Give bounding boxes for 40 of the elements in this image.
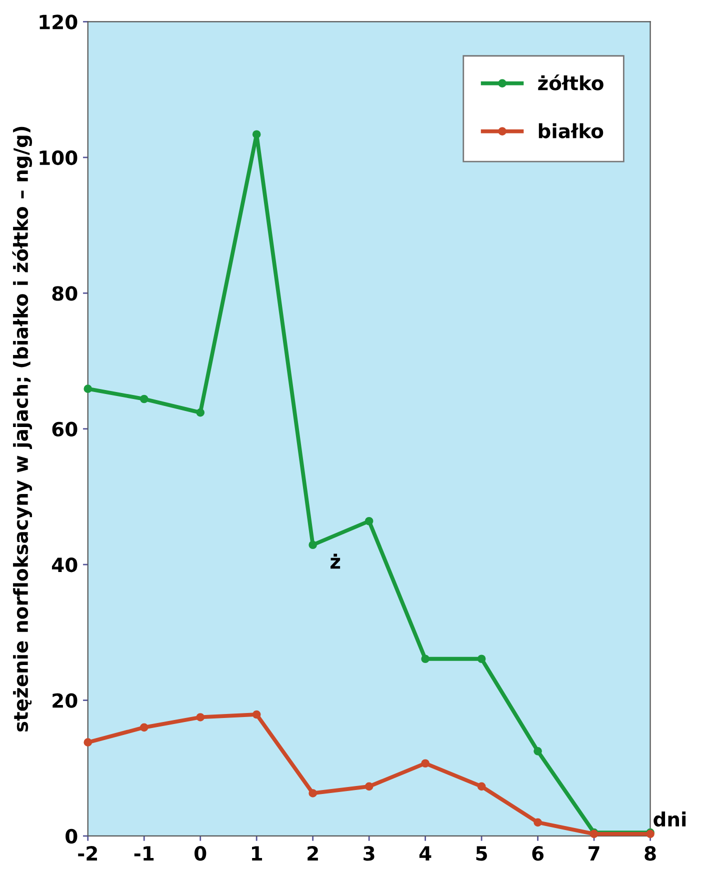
y-tick-label: 20 (52, 693, 78, 708)
point (140, 394, 148, 404)
point (534, 818, 542, 827)
x-tick-label: 8 (644, 846, 656, 861)
x-tick-label: 1 (252, 846, 262, 860)
legend-label: białko (538, 123, 604, 138)
point (196, 408, 205, 417)
point (308, 540, 317, 550)
point (140, 723, 148, 732)
x-tick-label: 3 (364, 846, 374, 861)
x-tick-label: 2 (308, 846, 318, 860)
point (421, 654, 430, 664)
y-tick-label: 0 (66, 828, 78, 844)
x-tick-label: 6 (532, 846, 544, 861)
x-tick-label: 4 (419, 846, 432, 860)
annotation: ż (330, 554, 340, 569)
y-tick-label: 60 (52, 422, 78, 437)
point (421, 759, 430, 768)
y-tick-label: 40 (52, 558, 78, 572)
point (364, 782, 374, 791)
x-tick-label: 7 (588, 846, 600, 860)
x-tick-label: -2 (78, 846, 97, 860)
x-axis-title: dni (654, 812, 686, 827)
point (84, 384, 92, 393)
point (252, 710, 261, 719)
point (364, 516, 374, 526)
y-tick-label: 100 (40, 150, 78, 166)
legend-label: żółtko (538, 74, 604, 90)
point (477, 654, 486, 664)
y-tick-label: 120 (40, 14, 78, 30)
point (84, 738, 92, 747)
x-tick-label: 0 (194, 846, 206, 861)
point (477, 782, 486, 791)
point (308, 789, 317, 798)
point (196, 713, 205, 722)
point (534, 746, 542, 756)
y-axis-title: stężenie norfloksacyny w jajach; (białko i żółtko – ng/g) (12, 126, 32, 732)
x-tick-label: -1 (134, 846, 154, 860)
x-tick-label: 5 (476, 846, 487, 861)
y-tick-label: 80 (52, 286, 78, 301)
